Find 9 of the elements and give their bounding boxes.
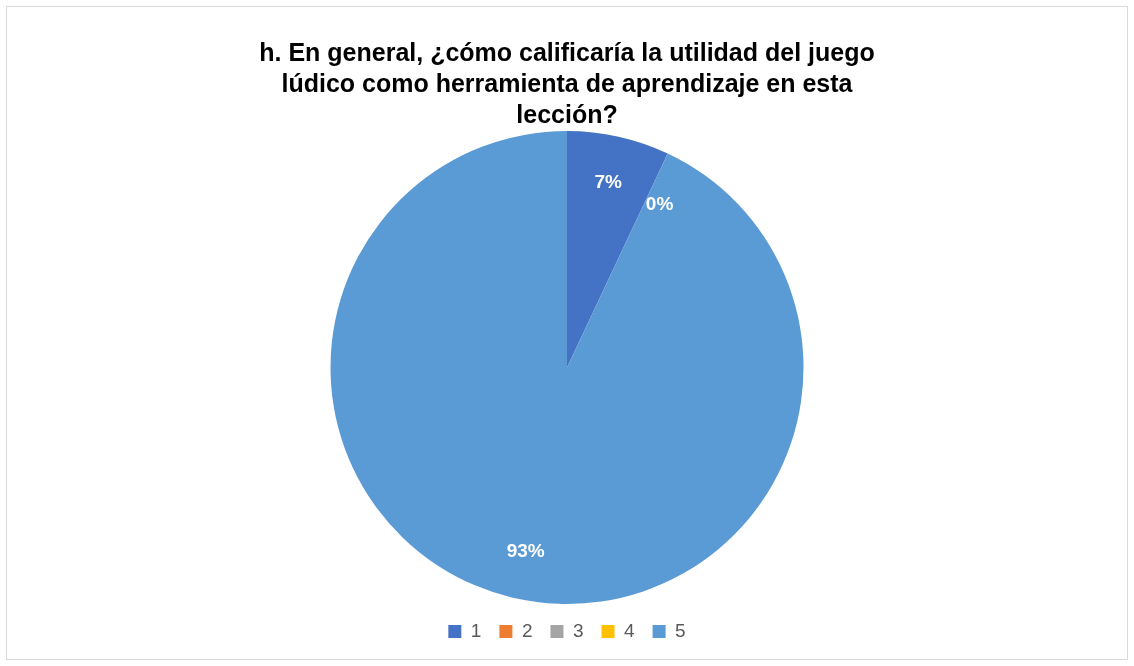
legend-label: 2	[521, 619, 533, 641]
data-label: 93%	[506, 540, 545, 562]
text: 0%	[645, 192, 674, 214]
chart-title: h. En general, ¿cómo calificaría la utilidad del juego lúdico como herramienta de aprendizaje en esta lección?	[258, 37, 876, 130]
legend-label: 5	[675, 619, 686, 641]
data-label: 7%	[594, 171, 623, 193]
legend-label: 1	[470, 619, 482, 641]
legend-label: 4	[624, 619, 636, 641]
legend-label: 3	[572, 619, 584, 641]
